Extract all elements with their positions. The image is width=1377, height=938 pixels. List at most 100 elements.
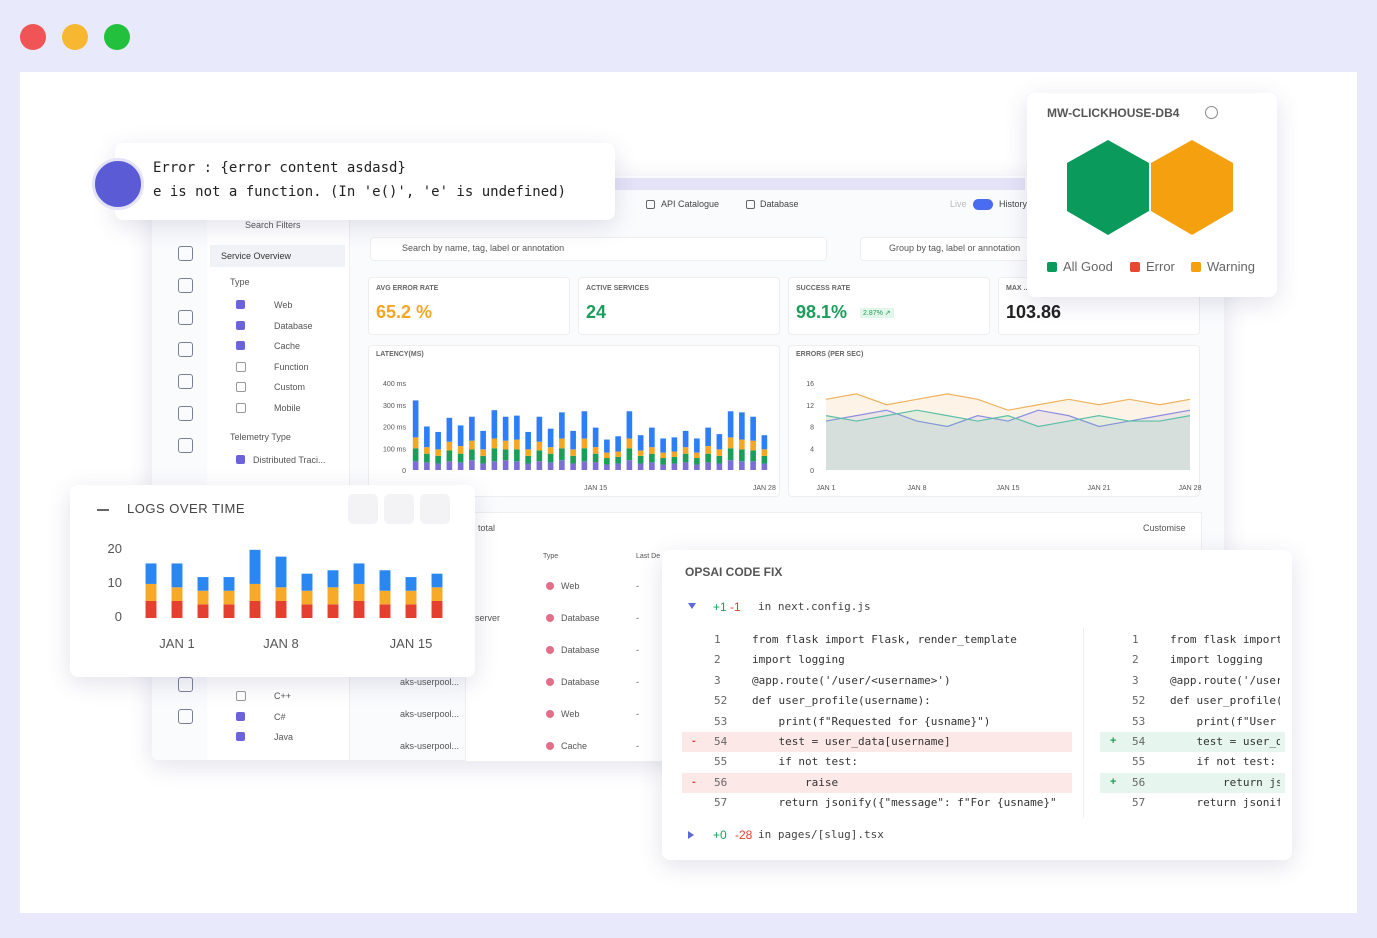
y-tick-label: 8 xyxy=(810,425,814,432)
bar-segment xyxy=(592,453,599,463)
x-tick-label: JAN 8 xyxy=(263,636,298,651)
added-count: +1 xyxy=(713,600,727,614)
legend-label: All Good xyxy=(1063,259,1113,274)
more-button[interactable] xyxy=(420,494,450,524)
type-option: Cache xyxy=(274,341,301,351)
bar-segment xyxy=(446,450,453,462)
type-icon xyxy=(546,582,554,590)
bar-segment xyxy=(694,464,700,470)
bar-segment xyxy=(547,453,554,463)
bar-segment xyxy=(491,438,498,449)
bar-segment xyxy=(491,410,498,439)
line-number: 1 xyxy=(714,633,721,646)
group-box xyxy=(860,237,1032,261)
code-line: return jsonify( xyxy=(1196,796,1280,810)
bar-segment xyxy=(412,448,419,462)
bar-segment xyxy=(649,427,655,448)
bar-segment xyxy=(660,458,666,465)
chevron xyxy=(688,603,696,609)
bar-segment xyxy=(525,455,531,464)
maximize-dot[interactable] xyxy=(104,24,130,50)
bar-segment xyxy=(739,461,745,470)
filter-button[interactable] xyxy=(384,494,414,524)
bar-segment xyxy=(750,440,756,451)
history-label: History xyxy=(999,199,1028,209)
hexagon xyxy=(1067,140,1149,235)
code-line: if not test: xyxy=(752,755,858,769)
bar-segment xyxy=(469,440,475,450)
kpi-label: SUCCESS RATE xyxy=(796,285,851,292)
bar-segment xyxy=(694,458,700,465)
bar-segment xyxy=(197,577,209,591)
chevron xyxy=(688,831,694,839)
y-tick-label: 300 ms xyxy=(383,403,406,410)
x-tick-label: JAN 15 xyxy=(997,485,1020,492)
legend-swatch xyxy=(1047,262,1057,272)
bar-segment xyxy=(626,460,633,470)
bar-segment xyxy=(480,430,486,450)
checkbox xyxy=(236,300,245,309)
bar-segment xyxy=(727,460,734,470)
bar-segment xyxy=(761,449,768,456)
bar-segment xyxy=(275,556,287,588)
bar-segment xyxy=(379,604,391,618)
y-tick-label: 12 xyxy=(806,403,814,410)
bar-segment xyxy=(649,453,655,463)
x-tick-label: JAN 1 xyxy=(816,485,835,492)
kpi-value: 103.86 xyxy=(1006,302,1062,322)
bar-segment xyxy=(446,417,453,442)
kpi-label: AVG ERROR RATE xyxy=(376,285,439,292)
bar-segment xyxy=(514,439,520,450)
bar-segment xyxy=(660,452,666,459)
bar-segment xyxy=(727,448,734,461)
bar-segment xyxy=(716,434,723,450)
bar-segment xyxy=(424,447,430,454)
language-option: C# xyxy=(274,711,286,722)
bar-segment xyxy=(405,590,417,605)
bar-segment xyxy=(716,455,723,464)
checkbox xyxy=(236,341,245,350)
bar-segment xyxy=(682,447,689,454)
bar-segment xyxy=(469,460,475,470)
bar-segment xyxy=(727,437,734,449)
bar-segment xyxy=(716,463,723,470)
bar-segment xyxy=(615,451,621,457)
row-last: - xyxy=(636,709,639,719)
line-number: 55 xyxy=(1132,755,1146,769)
bar-segment xyxy=(761,455,768,464)
y-tick-label: 10 xyxy=(108,575,122,590)
bar-segment xyxy=(405,577,417,591)
area xyxy=(826,410,1190,470)
type-icon xyxy=(546,678,554,686)
bar-segment xyxy=(480,455,486,464)
y-tick-label: 0 xyxy=(810,468,814,475)
line-number: 2 xyxy=(1132,653,1139,667)
x-tick-label: JAN 21 xyxy=(1088,485,1111,492)
nav-icon xyxy=(178,374,193,389)
nav-icon xyxy=(178,677,193,692)
tab-icon xyxy=(746,200,755,209)
bar-segment xyxy=(570,455,576,464)
search-box xyxy=(370,237,827,261)
section-row xyxy=(210,245,345,267)
bar-segment xyxy=(171,563,183,588)
nav-icon xyxy=(178,246,193,261)
telemetry-option: Distributed Traci... xyxy=(253,455,326,465)
line-number: 56 xyxy=(714,775,728,789)
area xyxy=(826,410,1190,470)
bar-segment xyxy=(301,573,313,591)
minimize-dot[interactable] xyxy=(62,24,88,50)
bar-segment xyxy=(197,590,209,605)
bar-segment xyxy=(431,587,443,601)
diff-marker: + xyxy=(1110,735,1117,747)
checkbox xyxy=(236,320,245,330)
expand-button[interactable] xyxy=(348,494,378,524)
bar-segment xyxy=(559,438,565,449)
y-tick-label: 20 xyxy=(108,541,122,556)
close-dot[interactable] xyxy=(20,24,46,50)
bar-segment xyxy=(671,456,678,464)
line-number: 57 xyxy=(714,796,728,810)
group-placeholder: Group by tag, label or annotation xyxy=(889,243,1021,253)
bar-segment xyxy=(223,577,235,591)
bar-segment xyxy=(626,438,633,449)
